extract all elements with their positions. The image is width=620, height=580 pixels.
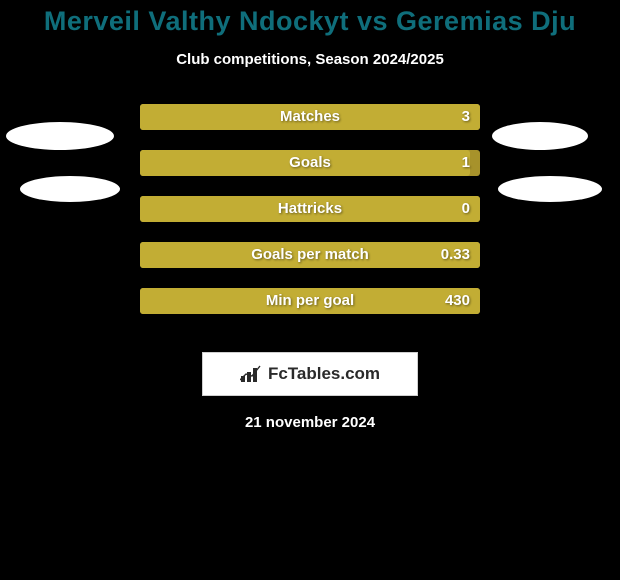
- stat-value: 0.33: [140, 242, 470, 268]
- logo-box: FcTables.com: [202, 352, 418, 396]
- decorative-ellipse: [6, 122, 114, 150]
- decorative-ellipse: [498, 176, 602, 202]
- logo-inner: FcTables.com: [240, 364, 380, 384]
- page-title: Merveil Valthy Ndockyt vs Geremias Dju: [0, 0, 620, 37]
- stat-row: Hattricks0: [0, 196, 620, 242]
- stat-value: 0: [140, 196, 470, 222]
- title-text: Merveil Valthy Ndockyt vs Geremias Dju: [44, 6, 576, 36]
- stat-value: 3: [140, 104, 470, 130]
- decorative-ellipse: [20, 176, 120, 202]
- stat-row: Goals per match0.33: [0, 242, 620, 288]
- logo-text: FcTables.com: [268, 364, 380, 384]
- decorative-ellipse: [492, 122, 588, 150]
- subtitle: Club competitions, Season 2024/2025: [0, 51, 620, 68]
- stat-value: 430: [140, 288, 470, 314]
- stat-value: 1: [140, 150, 470, 176]
- date-text: 21 november 2024: [245, 414, 375, 431]
- date-line: 21 november 2024: [0, 414, 620, 431]
- stat-row: Min per goal430: [0, 288, 620, 334]
- subtitle-text: Club competitions, Season 2024/2025: [176, 51, 444, 68]
- bar-chart-icon: [240, 365, 262, 383]
- comparison-card: Merveil Valthy Ndockyt vs Geremias Dju C…: [0, 0, 620, 580]
